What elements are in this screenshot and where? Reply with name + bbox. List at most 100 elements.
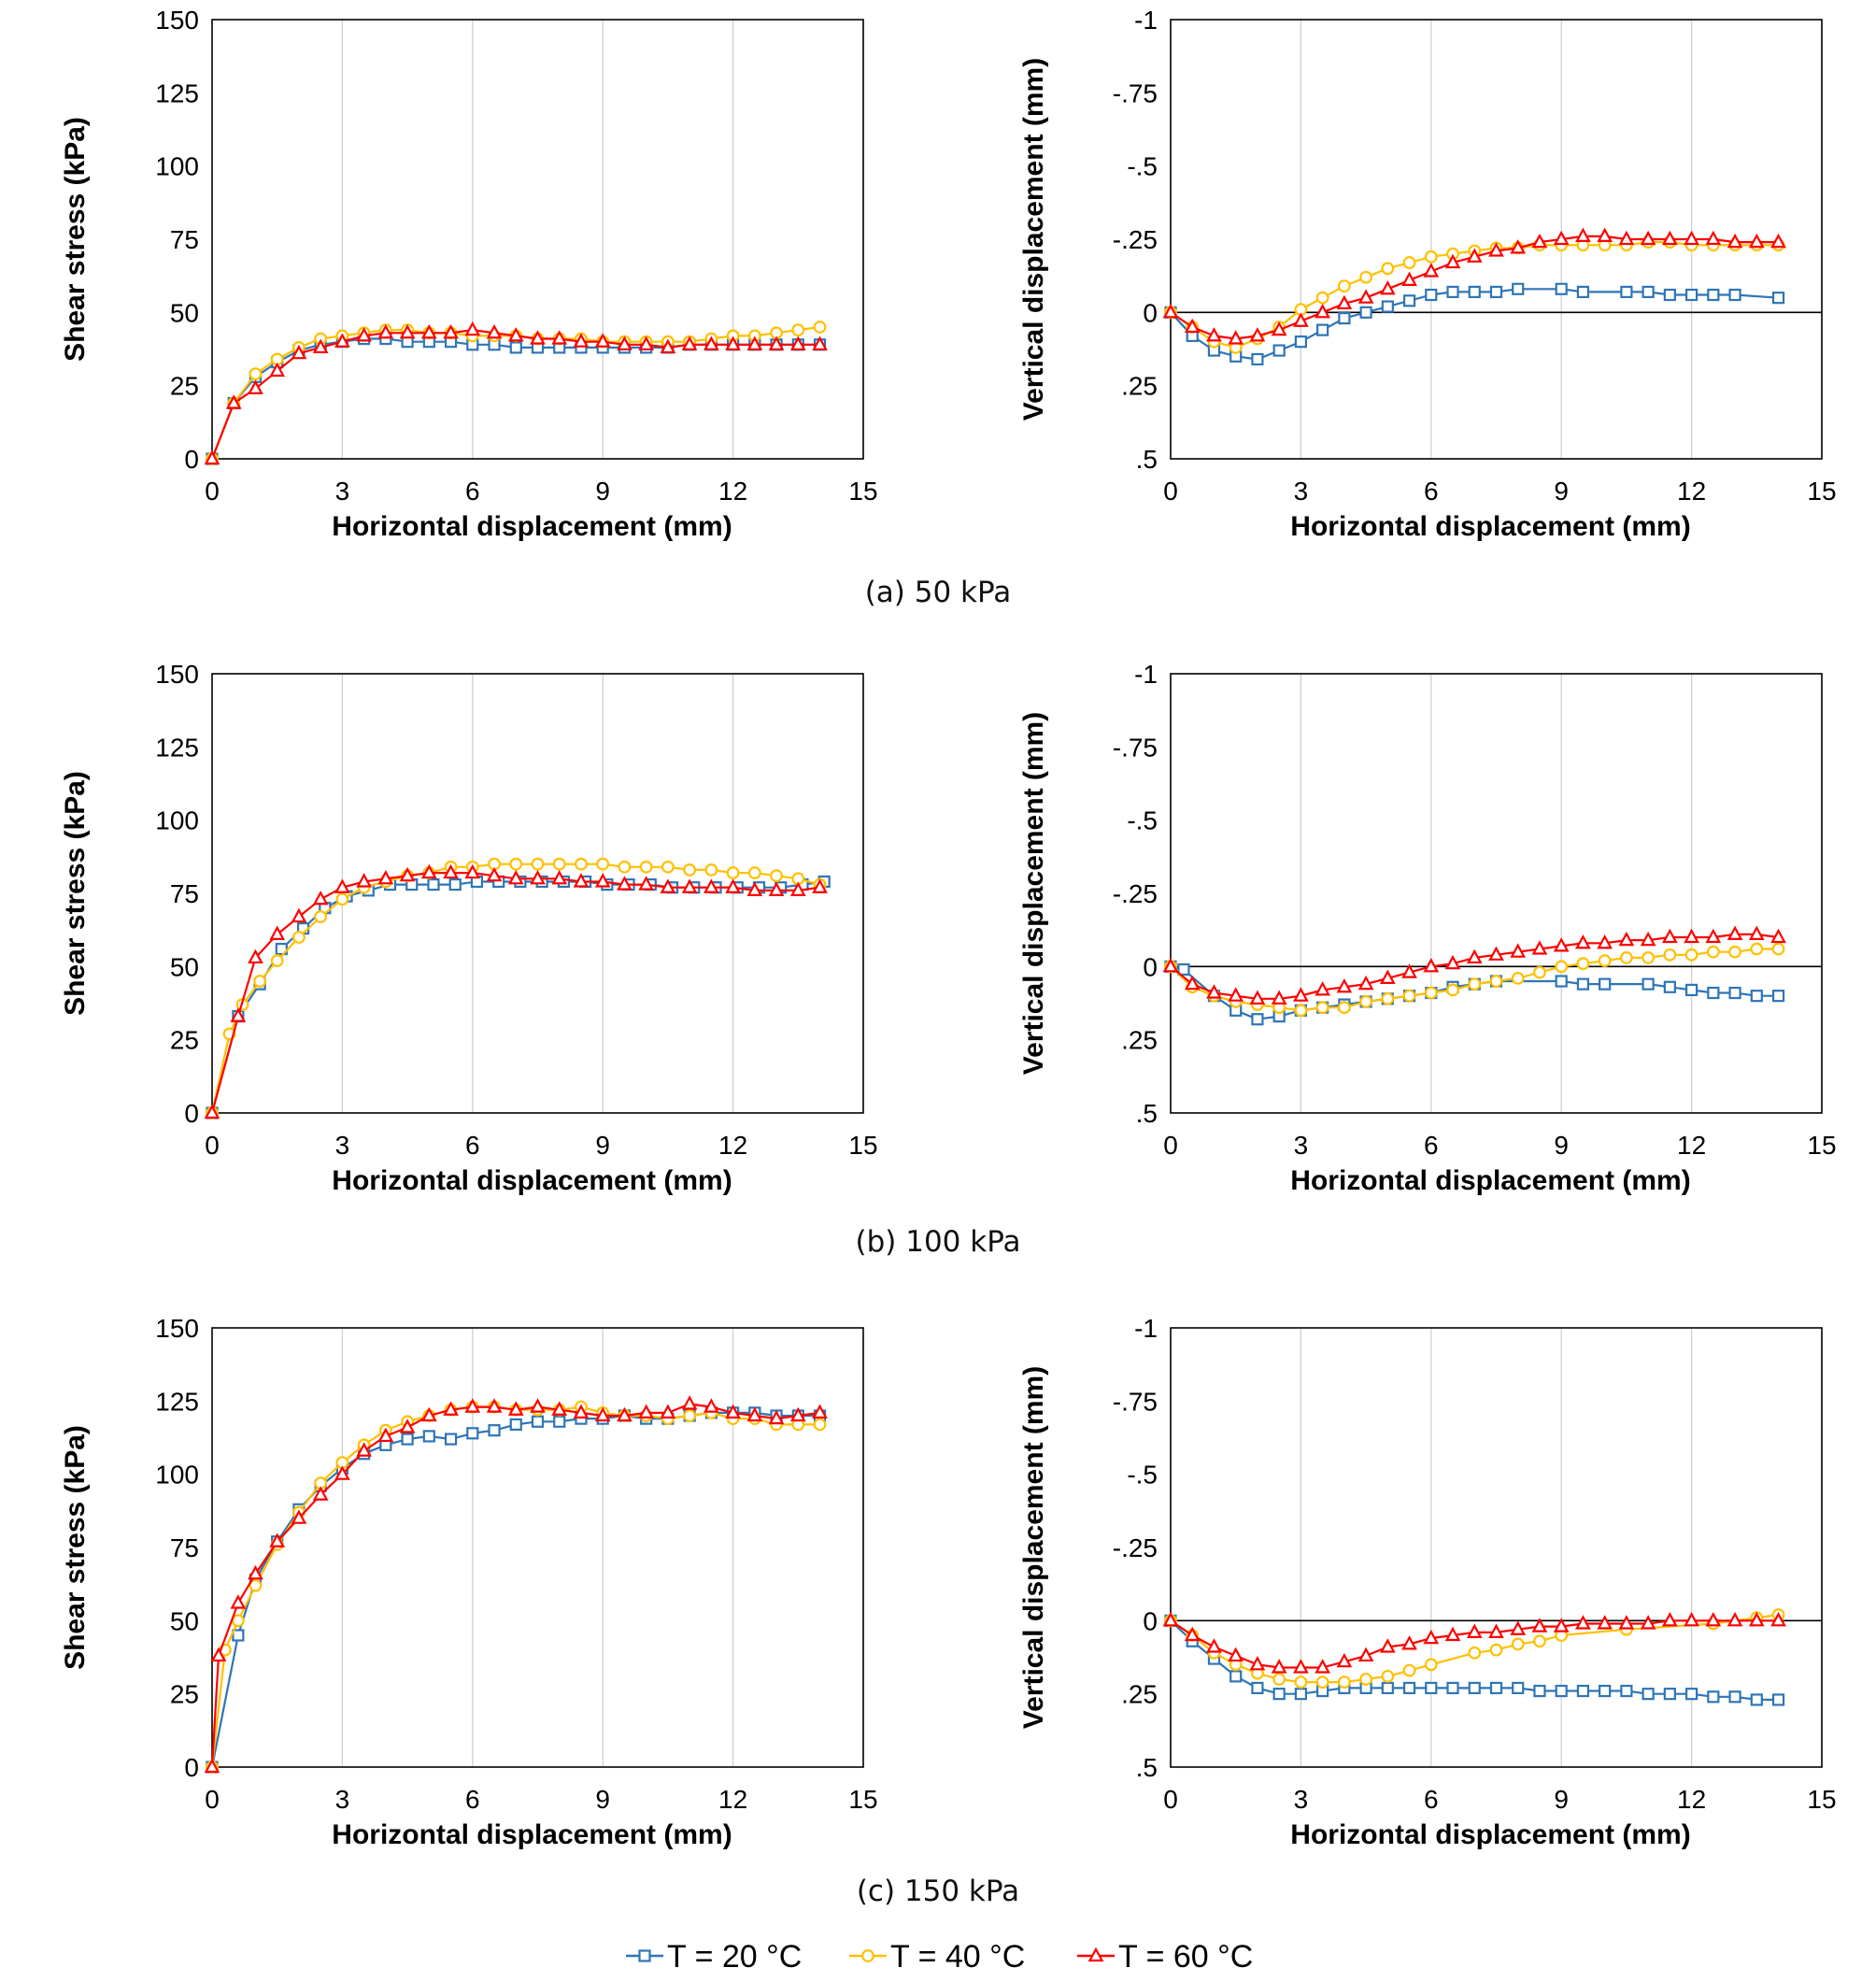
data-point [231, 1614, 245, 1628]
data-point [660, 878, 676, 893]
x-tick-label: 9 [595, 1131, 610, 1160]
data-point [356, 873, 372, 888]
data-point [486, 866, 503, 882]
data-point [1272, 344, 1286, 357]
data-point [1444, 954, 1461, 970]
x-tick-label: 6 [1424, 477, 1439, 506]
data-point [1228, 330, 1244, 345]
data-point [660, 338, 676, 354]
plot-frame [211, 19, 864, 460]
data-point [399, 866, 416, 882]
data-point [1771, 1693, 1785, 1706]
series-3 [204, 863, 828, 1119]
data-point [1316, 323, 1329, 336]
x-tick-label: 0 [205, 1785, 220, 1814]
data-point [704, 878, 719, 893]
data-point [594, 333, 611, 348]
data-point [422, 1430, 435, 1443]
data-point [1555, 1684, 1568, 1698]
data-point [1206, 327, 1222, 342]
x-tick-label: 12 [1677, 477, 1706, 506]
data-point [1663, 1688, 1676, 1701]
y-tick-label: 50 [170, 1606, 199, 1635]
data-point [1618, 1615, 1635, 1630]
data-point [1381, 1681, 1394, 1695]
y-tick-label: 150 [155, 660, 199, 689]
data-point [1423, 1629, 1440, 1645]
data-point [1489, 975, 1503, 988]
data-point [1728, 288, 1741, 302]
y-tick-label: -.75 [1113, 78, 1158, 107]
x-tick-label: 15 [1807, 1785, 1836, 1814]
data-point [1446, 285, 1459, 298]
x-tick-label: 12 [718, 1785, 747, 1814]
data-point [617, 335, 632, 350]
data-point [444, 1433, 458, 1446]
y-axis-label: Vertical displacement (mm) [1018, 58, 1049, 421]
data-point [1294, 1675, 1308, 1690]
data-point [1402, 989, 1416, 1003]
legend: T = 20 °C T = 40 °C T = 60 °C [626, 1939, 1253, 1975]
data-point [1662, 1612, 1678, 1627]
y-tick-label: 100 [155, 152, 199, 181]
data-point [509, 857, 523, 871]
data-point [1707, 986, 1720, 1000]
data-point [377, 870, 394, 885]
data-point [1315, 304, 1330, 319]
data-point [1555, 282, 1568, 295]
data-point [1251, 1681, 1264, 1695]
y-tick-label: 75 [170, 225, 199, 254]
data-point [314, 910, 328, 923]
data-point [1663, 980, 1676, 993]
data-point [746, 1406, 763, 1422]
y-axis-label: Shear stress (kPa) [60, 771, 91, 1016]
x-tick-label: 0 [205, 477, 220, 506]
data-point [1444, 1626, 1461, 1642]
data-point [531, 1415, 545, 1428]
data-point [1402, 1681, 1416, 1695]
x-tick-label: 0 [1163, 1785, 1178, 1814]
y-tick-label: -.75 [1113, 1387, 1158, 1416]
data-point [1228, 1647, 1244, 1662]
data-point [747, 866, 761, 879]
data-point [1357, 1647, 1374, 1662]
data-point [1510, 239, 1527, 254]
data-point [204, 1104, 220, 1119]
data-point [507, 327, 524, 342]
y-tick-label: .5 [1136, 1753, 1158, 1782]
data-point [1488, 1623, 1504, 1638]
data-point [704, 1398, 719, 1413]
data-point [292, 931, 306, 944]
data-point [1620, 1684, 1633, 1698]
x-axis-label: Horizontal displacement (mm) [332, 511, 732, 542]
data-point [1618, 230, 1635, 246]
data-point [1359, 995, 1372, 1008]
data-point [1555, 960, 1569, 974]
caption-c: (c) 150 kPa [856, 1875, 1020, 1908]
data-point [1381, 262, 1395, 276]
series-3 [1162, 1612, 1786, 1674]
data-point [1402, 294, 1416, 307]
series-1 [1164, 282, 1785, 366]
data-point [1294, 335, 1308, 349]
y-tick-label: -1 [1134, 6, 1158, 35]
data-point [448, 877, 462, 891]
data-point [291, 907, 307, 923]
data-point [812, 878, 828, 893]
data-point [1662, 928, 1678, 944]
data-point [1597, 227, 1613, 242]
data-point [1597, 934, 1613, 949]
data-point [1727, 925, 1743, 940]
data-point [291, 344, 307, 360]
data-point [486, 1398, 503, 1413]
x-tick-label: 3 [1294, 1131, 1309, 1160]
data-point [1466, 948, 1483, 964]
y-tick-label: 125 [155, 733, 199, 762]
x-tick-label: 3 [335, 477, 350, 506]
data-point [249, 1578, 263, 1592]
data-point [1640, 230, 1656, 246]
y-axis-label: Shear stress (kPa) [60, 117, 91, 362]
data-point [1750, 942, 1764, 956]
data-point [1379, 1638, 1396, 1653]
data-point [1359, 306, 1372, 319]
